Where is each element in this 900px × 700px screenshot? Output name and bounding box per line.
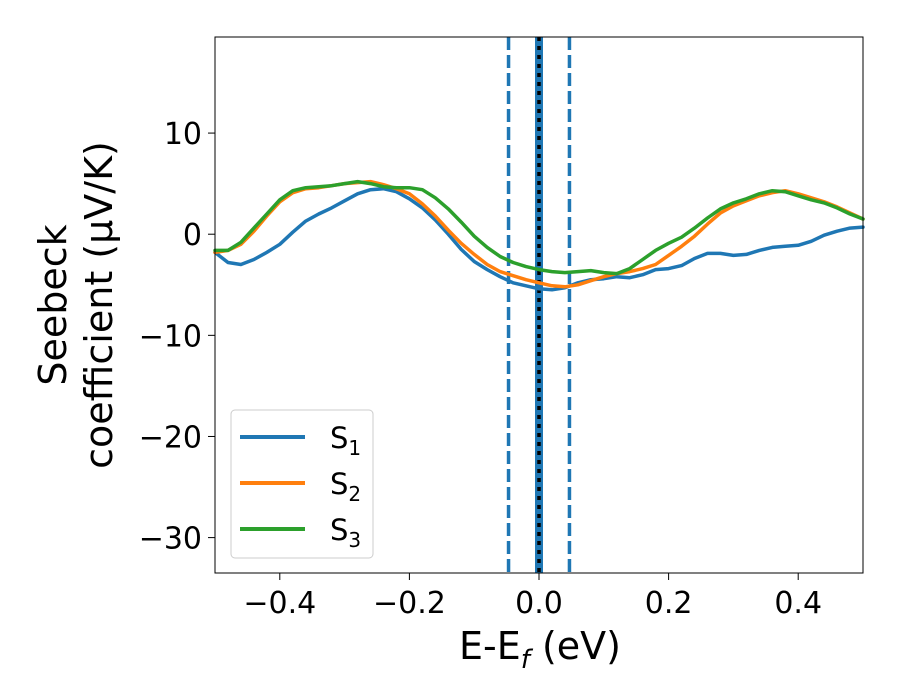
- series-line-s3: [213, 179, 865, 276]
- x-tick-label: −0.2: [373, 586, 446, 621]
- x-tick-label: 0.2: [645, 586, 693, 621]
- x-axis-label-main: E-E: [459, 624, 521, 668]
- y-tick-label: −20: [139, 420, 202, 455]
- x-tick-label: 0.0: [515, 586, 563, 621]
- y-axis-label-line2: coefficient (μV/K): [77, 141, 121, 469]
- legend-label-s3: S3: [330, 513, 361, 552]
- y-tick-label: 10: [164, 117, 202, 152]
- x-axis-label: E-Ef (eV): [459, 624, 621, 675]
- x-axis-ticks: −0.4 −0.2 0.0 0.2 0.4: [243, 573, 822, 621]
- y-axis-label-line1: Seebeck: [31, 224, 75, 385]
- legend: S1 S2 S3: [230, 409, 374, 559]
- series-line-s1: [213, 186, 865, 292]
- x-axis-label-unit: (eV): [530, 624, 621, 668]
- y-tick-label: −10: [139, 319, 202, 354]
- legend-label-s2: S2: [330, 467, 361, 506]
- y-tick-label: 0: [183, 218, 202, 253]
- x-tick-label: −0.4: [243, 586, 316, 621]
- x-tick-label: 0.4: [774, 586, 822, 621]
- series-lines: [213, 179, 865, 292]
- y-tick-label: −30: [139, 522, 202, 557]
- legend-label-s1: S1: [330, 421, 361, 460]
- vertical-lines: [506, 37, 572, 573]
- y-axis-ticks: −30 −20 −10 0 10: [139, 117, 215, 557]
